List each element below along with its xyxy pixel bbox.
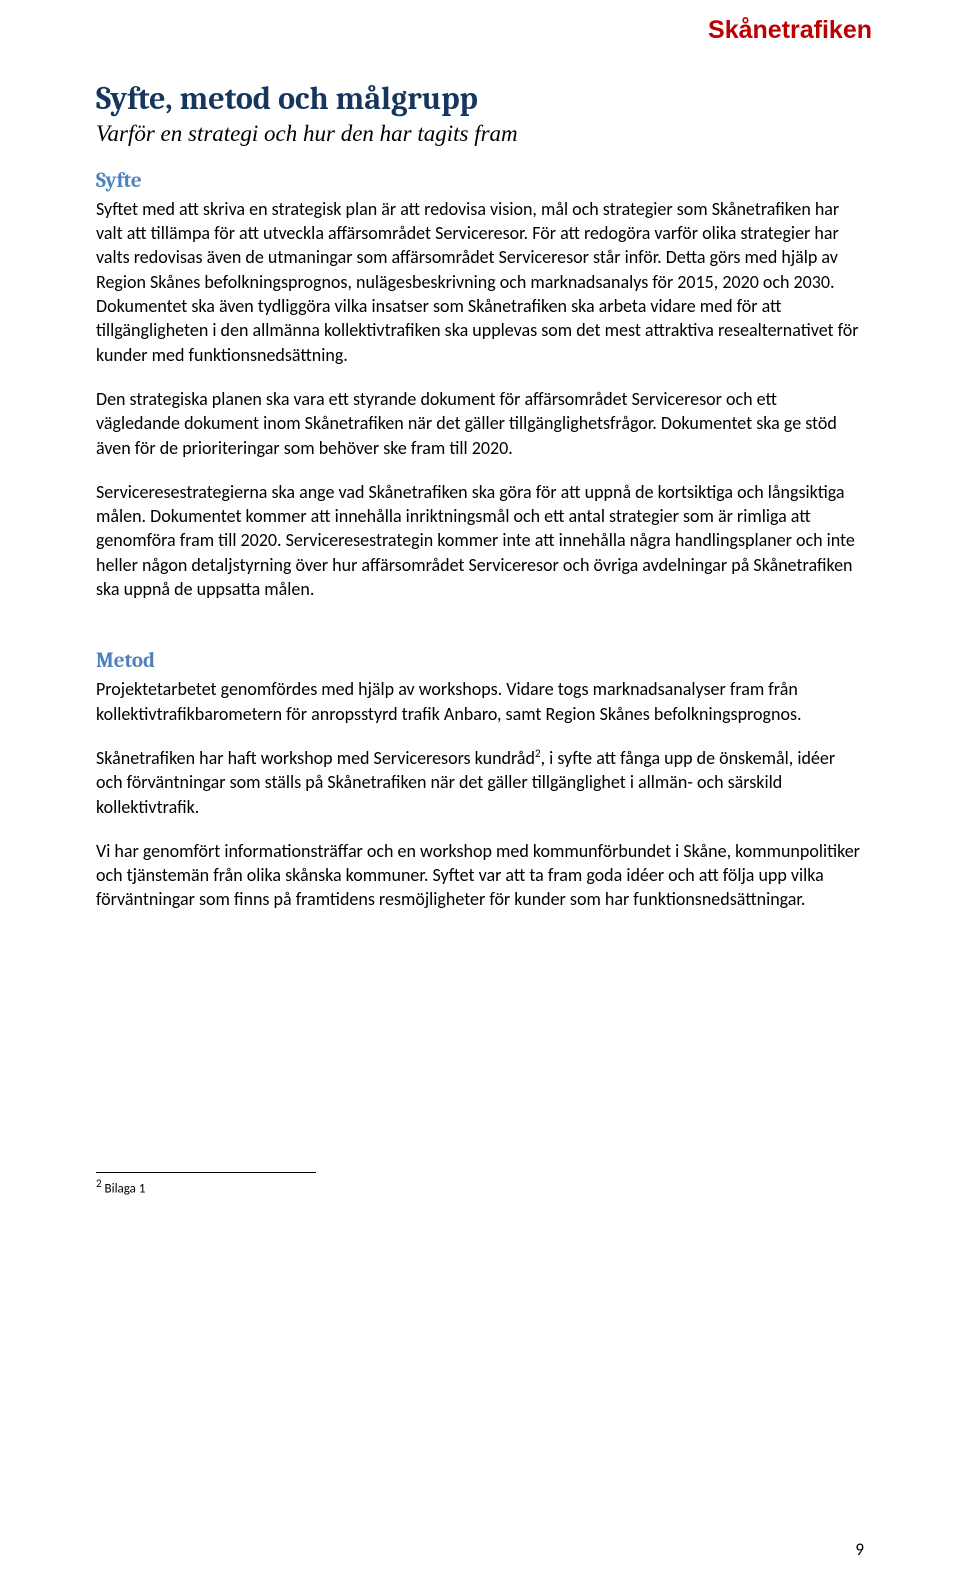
page-subtitle: Varför en strategi och hur den har tagit… xyxy=(96,119,864,149)
footnote-separator xyxy=(96,1172,316,1173)
footnote-text: 2 Bilaga 1 xyxy=(96,1177,864,1196)
metod-paragraph-2: Skånetrafiken har haft workshop med Serv… xyxy=(96,746,864,819)
metod-paragraph-3: Vi har genomfört informationsträffar och… xyxy=(96,839,864,912)
page-number: 9 xyxy=(855,1539,864,1560)
section-heading-metod: Metod xyxy=(96,649,864,673)
document-page: Skånetrafiken Syfte, metod och målgrupp … xyxy=(0,0,960,1588)
metod-paragraph-1: Projektetarbetet genomfördes med hjälp a… xyxy=(96,677,864,726)
syfte-paragraph-3: Serviceresestrategierna ska ange vad Skå… xyxy=(96,480,864,601)
syfte-paragraph-2: Den strategiska planen ska vara ett styr… xyxy=(96,387,864,460)
page-title: Syfte, metod och målgrupp xyxy=(96,80,864,117)
metod-para2-part-a: Skånetrafiken har haft workshop med Serv… xyxy=(96,747,535,769)
section-heading-syfte: Syfte xyxy=(96,169,864,193)
footnote-label: Bilaga 1 xyxy=(102,1181,146,1196)
syfte-paragraph-1: Syftet med att skriva en strategisk plan… xyxy=(96,197,864,367)
brand-logo: Skånetrafiken xyxy=(708,16,872,45)
